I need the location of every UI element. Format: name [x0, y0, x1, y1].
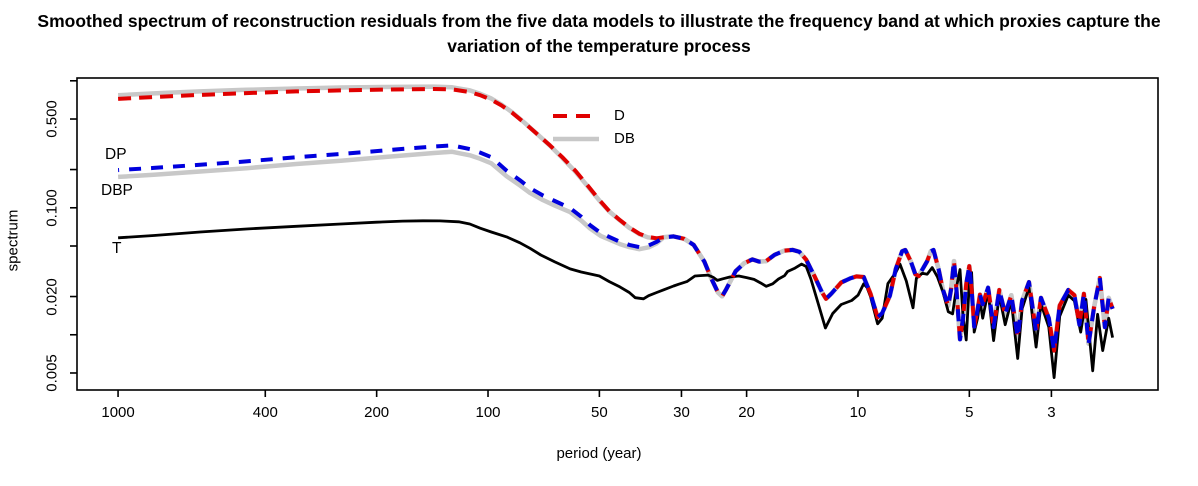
legend-line-sample-solid-icon	[553, 136, 599, 141]
x-tick-label: 400	[252, 404, 278, 421]
legend-line-sample-dashed-icon	[553, 113, 599, 118]
series-label-dp: DP	[105, 146, 127, 163]
legend-item-db: DB	[552, 127, 635, 150]
series-label-dbp: DBP	[101, 182, 133, 199]
chart-title: Smoothed spectrum of reconstruction resi…	[37, 11, 1161, 57]
y-tick-label: 0.020	[43, 277, 61, 316]
x-tick-label: 50	[591, 404, 608, 421]
x-tick-label: 30	[673, 404, 690, 421]
x-tick-label: 1000	[101, 404, 135, 421]
x-tick-label: 20	[738, 404, 755, 421]
legend-item-d: D	[552, 104, 635, 127]
series-label-t: T	[112, 240, 122, 257]
y-tick-label: 0.100	[43, 188, 61, 227]
x-tick-label: 3	[1047, 404, 1056, 421]
series-line-dp	[117, 143, 1115, 353]
x-tick-label: 200	[364, 404, 390, 421]
legend-label-db: DB	[614, 130, 635, 147]
legend-label-d: D	[614, 107, 625, 124]
y-tick-label: 0.005	[43, 354, 61, 392]
series-line-t	[118, 219, 1114, 379]
x-tick-label: 100	[475, 404, 501, 421]
y-tick-label: 0.500	[43, 100, 61, 138]
plot-frame	[76, 77, 1159, 391]
legend: D DB	[552, 104, 635, 150]
x-axis-title: period (year)	[556, 445, 642, 462]
x-tick-label: 10	[849, 404, 867, 421]
x-tick-label: 5	[965, 404, 974, 421]
